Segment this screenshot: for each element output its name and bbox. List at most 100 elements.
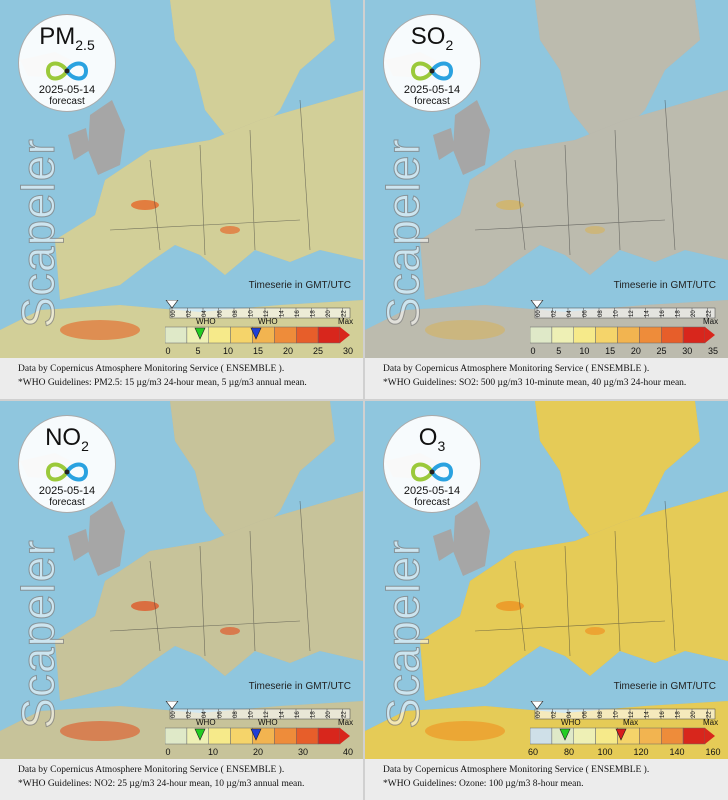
scale-tick-label: 160 [705, 747, 721, 757]
who-label: WHO [196, 718, 216, 727]
scale-swatch [595, 326, 618, 344]
color-scale [165, 727, 350, 745]
scale-swatch [661, 326, 684, 344]
pollutant-symbol: SO [410, 23, 446, 50]
scale-tick-label: 140 [669, 747, 685, 757]
time-slider[interactable]: 00 02 04 06 08 10 12 14 16 18 20 22 [525, 300, 720, 322]
scale-ticks: 60 80 100 120 140 160 [528, 747, 721, 759]
scale-tick-label: 15 [605, 346, 616, 356]
pollutant-subscript: 2 [445, 36, 454, 53]
time-slider[interactable]: 00 02 04 06 08 10 12 14 16 18 20 22 [525, 701, 720, 723]
time-tick-label: 00 [536, 310, 542, 317]
time-tick-label: 16 [295, 711, 301, 718]
scale-arrow-icon [705, 728, 715, 744]
time-tick-label: 10 [249, 711, 255, 718]
time-tick-label: 14 [280, 310, 286, 317]
max-label: Max [338, 317, 354, 326]
scale-tick-label: 10 [579, 346, 590, 356]
time-cursor-icon [530, 701, 544, 710]
source-attribution: Data by Copernicus Atmosphere Monitoring… [383, 765, 650, 775]
pollutant-name: O3 [384, 426, 480, 458]
time-tick-label: 20 [326, 711, 332, 718]
time-tick-label: 06 [218, 310, 224, 317]
time-tick-label: 00 [536, 711, 542, 718]
land-britain [453, 100, 490, 175]
forecast-label: forecast [414, 95, 450, 107]
scale-tick-label: 0 [165, 346, 171, 356]
time-tick-label: 22 [342, 711, 348, 718]
time-tick-label: 08 [233, 711, 239, 718]
time-tick-label: 14 [645, 711, 651, 718]
country-borders [474, 500, 676, 657]
time-tick-label: 16 [660, 711, 666, 718]
scale-tick-label: 30 [342, 346, 354, 356]
scale-tick-label: 100 [597, 747, 613, 757]
scale-tick-label: 5 [195, 346, 201, 356]
who-guidelines: *WHO Guidelines: SO2: 500 µg/m3 10-minut… [383, 378, 687, 388]
pollutant-name: SO2 [384, 25, 480, 57]
land-britain [88, 100, 125, 175]
who-label-2: WHO [258, 317, 278, 326]
time-cursor-icon [530, 300, 544, 309]
pollutant-symbol: NO [45, 424, 82, 451]
pollutant-badge: SO2 2025-05-14 forecast [383, 14, 481, 112]
time-tick-label: 12 [264, 310, 270, 317]
scale-tick-label: 0 [530, 346, 536, 356]
time-tick-label: 18 [676, 711, 682, 718]
time-tick-label: 06 [218, 711, 224, 718]
who-marker-green-icon [194, 728, 206, 741]
scale-swatch [208, 326, 231, 344]
land-scandinavia [535, 0, 700, 140]
country-borders [109, 99, 311, 256]
scale-tick-label: 25 [312, 346, 324, 356]
scale-tick-label: 5 [556, 346, 562, 356]
scale-tick-label: 10 [207, 747, 219, 757]
timeseries-note: Timeserie in GMT/UTC [613, 681, 716, 692]
forecast-label: forecast [414, 496, 450, 508]
pollutant-badge: NO2 2025-05-14 forecast [18, 415, 116, 513]
pollutant-subscript: 2.5 [75, 36, 95, 53]
time-tick-label: 04 [202, 711, 208, 718]
scale-tick-label: 25 [656, 346, 667, 356]
land-ireland [68, 529, 90, 561]
scale-tick-label: 35 [707, 346, 719, 356]
max-label: Max [703, 317, 719, 326]
panel-footer: Data by Copernicus Atmosphere Monitoring… [0, 358, 363, 399]
time-tick-label: 18 [676, 310, 682, 317]
time-tick-label: 14 [280, 711, 286, 718]
scale-swatch [639, 326, 662, 344]
pollutant-subscript: 2 [81, 437, 89, 454]
who-label-2: WHO [258, 718, 278, 727]
panel-no2: NO2 2025-05-14 forecast Scapeler Timeserie i… [0, 401, 363, 800]
who-marker-green-icon [559, 728, 571, 741]
pollutant-badge: O3 2025-05-14 forecast [383, 415, 481, 513]
forecast-date: 2025-05-14 [403, 484, 461, 497]
brand-watermark: Scapeler [377, 539, 430, 730]
land-britain [453, 501, 490, 576]
panel-pm25: PM2.5 2025-05-14 forecast Scapeler Timeserie… [0, 0, 363, 399]
scale-swatch [317, 727, 341, 745]
source-attribution: Data by Copernicus Atmosphere Monitoring… [18, 765, 285, 775]
time-tick-label: 10 [614, 310, 620, 317]
pollutant-name: NO2 [19, 426, 115, 458]
timeseries-note: Timeserie in GMT/UTC [248, 280, 351, 291]
time-tick-label: 16 [295, 310, 301, 317]
time-slider[interactable]: 00 02 04 06 08 10 12 14 16 18 20 22 [160, 300, 355, 322]
scale-swatch [639, 727, 662, 745]
who-guidelines: *WHO Guidelines: PM2.5: 15 µg/m3 24-hour… [18, 378, 307, 388]
time-tick-label: 20 [691, 310, 697, 317]
time-tick-label: 00 [171, 310, 177, 317]
time-tick-label: 20 [691, 711, 697, 718]
infinity-logo-icon [45, 61, 89, 81]
time-cursor-icon [165, 701, 179, 710]
scale-ticks: 0 5 10 15 20 25 30 35 [530, 346, 720, 358]
who-marker-blue-icon [250, 327, 262, 340]
time-slider[interactable]: 00 02 04 06 08 10 12 14 16 18 20 22 [160, 701, 355, 723]
land-scandinavia [170, 401, 335, 541]
country-borders [109, 500, 311, 657]
scale-tick-label: 0 [165, 747, 171, 757]
who-guidelines: *WHO Guidelines: Ozone: 100 µg/m3 8-hour… [383, 779, 584, 789]
pollutant-badge: PM2.5 2025-05-14 forecast [18, 14, 116, 112]
scale-tick-label: 20 [252, 747, 264, 757]
